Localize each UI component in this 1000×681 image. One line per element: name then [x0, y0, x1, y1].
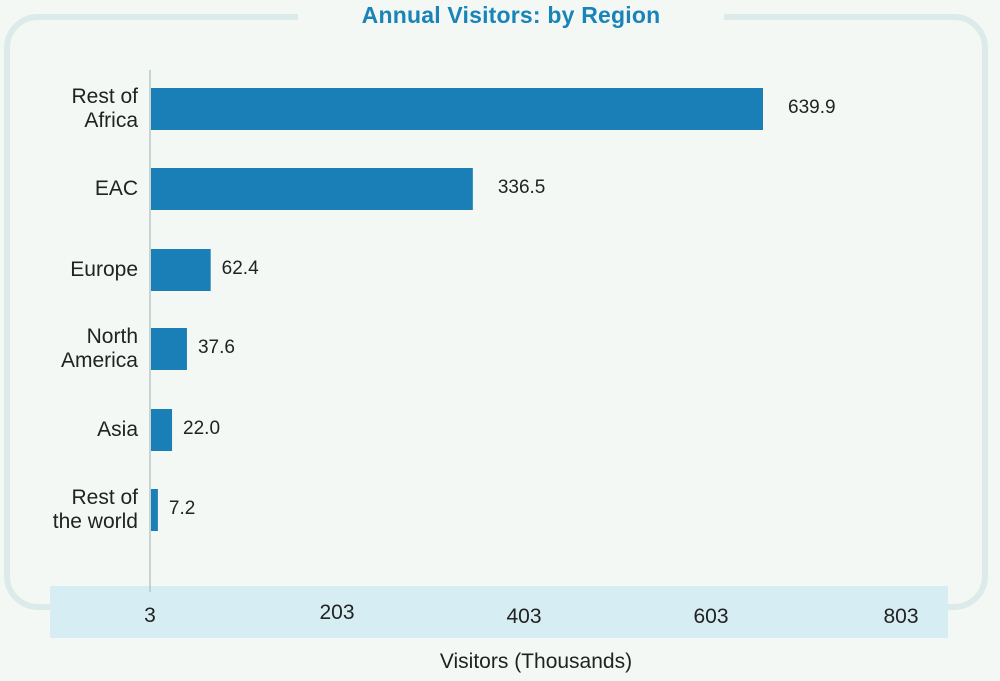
x-tick-label: 203	[319, 601, 355, 624]
x-tick-label: 603	[693, 605, 729, 628]
value-label: 336.5	[497, 177, 546, 198]
value-label: 37.6	[197, 337, 235, 358]
x-tick-label: 3	[144, 604, 156, 627]
category-label: Europe	[70, 258, 138, 281]
category-label: Rest of Africa	[71, 85, 138, 132]
x-tick-label: 803	[883, 605, 919, 628]
bar	[151, 489, 158, 531]
bar	[151, 409, 173, 451]
x-tick-label: 403	[506, 605, 542, 628]
chart-title: Annual Visitors: by Region	[361, 2, 661, 28]
value-label: 22.0	[183, 418, 221, 439]
category-label: North America	[60, 325, 138, 372]
bar	[151, 168, 473, 210]
category-label: Rest of the world	[52, 486, 138, 533]
x-axis-label: Visitors (Thousands)	[439, 650, 633, 673]
bar	[151, 328, 187, 370]
bar	[151, 249, 211, 291]
value-label: 7.2	[168, 498, 196, 519]
category-label: Asia	[97, 418, 138, 441]
value-label: 62.4	[221, 258, 259, 279]
category-label: EAC	[94, 177, 138, 200]
title-mask	[298, 0, 724, 30]
x-axis-band	[50, 586, 948, 638]
value-label: 639.9	[788, 97, 836, 118]
bar	[151, 88, 763, 130]
